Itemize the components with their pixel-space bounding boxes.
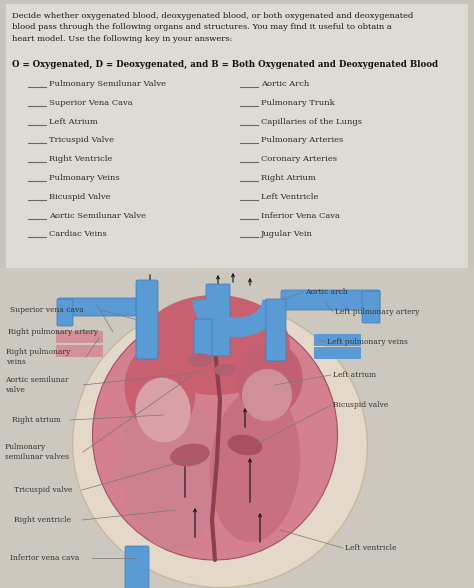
Text: Right atrium: Right atrium xyxy=(12,416,61,424)
Text: Pulmonary Semilunar Valve: Pulmonary Semilunar Valve xyxy=(49,80,166,88)
Text: Left atrium: Left atrium xyxy=(333,371,376,379)
Ellipse shape xyxy=(170,443,210,466)
Text: Inferior vena cava: Inferior vena cava xyxy=(10,554,79,562)
Ellipse shape xyxy=(188,353,212,367)
Text: Left pulmonary artery: Left pulmonary artery xyxy=(335,308,419,316)
Text: Tricuspid Valve: Tricuspid Valve xyxy=(49,136,114,145)
Ellipse shape xyxy=(125,345,195,435)
Text: Right ventricle: Right ventricle xyxy=(14,516,71,524)
Text: Bicuspid Valve: Bicuspid Valve xyxy=(49,193,110,201)
Ellipse shape xyxy=(214,364,236,376)
Ellipse shape xyxy=(140,295,290,395)
Text: Bicuspid valve: Bicuspid valve xyxy=(333,401,388,409)
Text: Superior vena cava: Superior vena cava xyxy=(10,306,84,314)
FancyBboxPatch shape xyxy=(56,331,103,343)
FancyBboxPatch shape xyxy=(266,299,286,361)
FancyBboxPatch shape xyxy=(6,4,468,404)
Text: Right Ventricle: Right Ventricle xyxy=(49,155,112,163)
Text: Right pulmonary
veins: Right pulmonary veins xyxy=(6,348,70,366)
Text: Left Ventricle: Left Ventricle xyxy=(261,193,319,201)
Text: Pulmonary Veins: Pulmonary Veins xyxy=(49,174,119,182)
FancyBboxPatch shape xyxy=(314,347,361,359)
FancyBboxPatch shape xyxy=(0,268,474,588)
Text: Left pulmonary veins: Left pulmonary veins xyxy=(327,338,408,346)
Ellipse shape xyxy=(228,435,262,455)
Text: Right Atrium: Right Atrium xyxy=(261,174,316,182)
Ellipse shape xyxy=(210,387,301,542)
Text: Aortic Arch: Aortic Arch xyxy=(261,80,309,88)
Text: Inferior Vena Cava: Inferior Vena Cava xyxy=(261,212,340,219)
Ellipse shape xyxy=(237,343,303,417)
Text: Pulmonary Arteries: Pulmonary Arteries xyxy=(261,136,343,145)
FancyBboxPatch shape xyxy=(57,299,73,326)
Text: Superior Vena Cava: Superior Vena Cava xyxy=(49,99,133,107)
Text: Left ventricle: Left ventricle xyxy=(345,544,396,552)
FancyBboxPatch shape xyxy=(362,291,380,323)
Text: O = Oxygenated, D = Deoxygenated, and B = Both Oxygenated and Deoxygenated Blood: O = Oxygenated, D = Deoxygenated, and B … xyxy=(12,60,438,69)
Text: Decide whether oxygenated blood, deoxygenated blood, or both oxygenated and deox: Decide whether oxygenated blood, deoxyge… xyxy=(12,12,413,42)
FancyBboxPatch shape xyxy=(58,298,142,316)
FancyBboxPatch shape xyxy=(136,280,158,359)
Text: Capillaries of the Lungs: Capillaries of the Lungs xyxy=(261,118,362,126)
FancyBboxPatch shape xyxy=(206,284,230,356)
Text: Tricuspid valve: Tricuspid valve xyxy=(14,486,73,494)
Text: Pulmonary Trunk: Pulmonary Trunk xyxy=(261,99,335,107)
Text: Left Atrium: Left Atrium xyxy=(49,118,98,126)
Text: Jugular Vein: Jugular Vein xyxy=(261,230,313,238)
Text: Aortic Semilunar Valve: Aortic Semilunar Valve xyxy=(49,212,146,219)
FancyBboxPatch shape xyxy=(56,345,103,357)
Text: Right pulmonary artery: Right pulmonary artery xyxy=(8,328,98,336)
Text: Aortic semilunar
valve: Aortic semilunar valve xyxy=(5,376,69,394)
FancyBboxPatch shape xyxy=(194,319,212,356)
Ellipse shape xyxy=(92,310,337,560)
Text: Cardiac Veins: Cardiac Veins xyxy=(49,230,107,238)
Ellipse shape xyxy=(136,377,191,442)
FancyBboxPatch shape xyxy=(281,290,380,310)
FancyBboxPatch shape xyxy=(125,546,149,588)
Text: Aortic arch: Aortic arch xyxy=(305,288,348,296)
FancyBboxPatch shape xyxy=(314,334,361,346)
Ellipse shape xyxy=(242,369,292,421)
Ellipse shape xyxy=(73,302,367,587)
Text: Pulmonary
semilunar valves: Pulmonary semilunar valves xyxy=(5,443,69,461)
Text: Coronary Arteries: Coronary Arteries xyxy=(261,155,337,163)
Ellipse shape xyxy=(120,390,220,550)
